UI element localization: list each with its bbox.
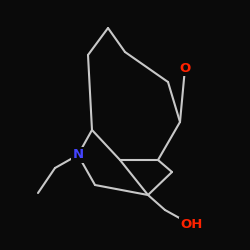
Text: OH: OH (181, 218, 203, 232)
Text: O: O (180, 62, 191, 74)
Text: N: N (72, 148, 84, 162)
